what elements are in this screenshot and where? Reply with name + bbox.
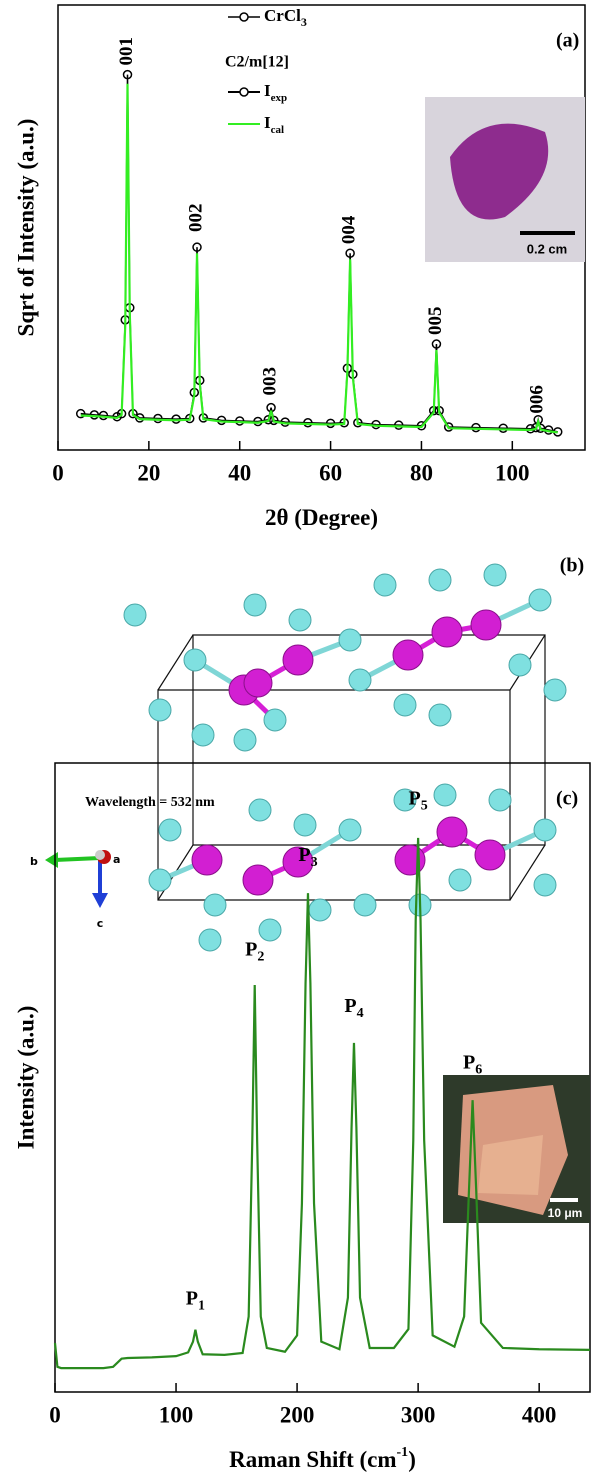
data-point xyxy=(122,69,133,80)
legend-entry: Iexp xyxy=(264,81,287,104)
peak-label-sub: 2 xyxy=(257,949,264,964)
peak-label-text: P xyxy=(463,1051,475,1073)
peak-label: P5 xyxy=(409,787,428,814)
peak-label-sub: 1 xyxy=(198,1299,205,1314)
unit-cell-edge xyxy=(509,844,546,901)
peak-label-text: P xyxy=(298,844,310,866)
data-point xyxy=(416,421,427,431)
x-tick-label: 100 xyxy=(159,1402,194,1427)
scale-bar-label: 10 μm xyxy=(548,1206,583,1220)
legend-title-sub: 3 xyxy=(301,15,307,29)
series-line xyxy=(80,83,558,434)
panel-label: (a) xyxy=(556,30,579,52)
annotation-note: Wavelength = 532 nm xyxy=(85,795,215,810)
axis-label: b xyxy=(30,855,38,868)
x-tick-label: 20 xyxy=(137,460,160,485)
legend-entry-text: I xyxy=(264,81,271,100)
x-axis-title: Raman Shift (cm-1) xyxy=(229,1445,416,1472)
legend-subtitle: C2/m[12] xyxy=(225,54,289,71)
peak-label: P3 xyxy=(298,844,317,871)
x-tick-label: 60 xyxy=(319,460,342,485)
data-point xyxy=(303,418,313,428)
y-axis-title: Intensity (a.u.) xyxy=(13,1006,38,1150)
peak-label-sub: 5 xyxy=(421,799,428,814)
chart-panel: 0 100 200 300 400 Raman Shift (cm-1) Intensity… xyxy=(13,762,591,1472)
x-tick-label: 0 xyxy=(49,1402,61,1427)
x-axis-title-end: ) xyxy=(408,1447,416,1472)
x-axis-title-sup: -1 xyxy=(397,1445,409,1460)
peak-label-sub: 6 xyxy=(475,1063,482,1078)
x-axis-title-text: Raman Shift (cm xyxy=(229,1447,396,1472)
data-point xyxy=(471,422,481,433)
x-tick-label: 100 xyxy=(495,460,530,485)
peak-label-text: P xyxy=(409,787,421,809)
panel-label: (c) xyxy=(556,788,578,810)
data-point xyxy=(498,423,508,433)
x-tick-label: 0 xyxy=(52,460,64,485)
peak-label: 002 xyxy=(185,204,206,233)
peak-label: P4 xyxy=(344,994,363,1021)
legend-title: CrCl3 xyxy=(264,6,307,29)
legend-symbol xyxy=(239,12,249,22)
legend-entry-text: I xyxy=(264,113,271,132)
cr-atoms xyxy=(191,609,506,896)
data-point xyxy=(75,408,86,419)
legend-symbol xyxy=(239,87,249,97)
x-tick-label: 200 xyxy=(280,1402,315,1427)
data-point xyxy=(443,422,454,432)
data-point xyxy=(345,248,355,258)
peak-label-sub: 3 xyxy=(311,855,318,870)
peak-label-sub: 4 xyxy=(357,1006,364,1021)
series-line xyxy=(53,837,591,1370)
chart-panel: 0 20 40 60 80 100 2θ (Degree) Sqrt of Intensity… xyxy=(13,4,586,530)
data-point xyxy=(269,415,279,426)
crystal-structure: b a c (b) xyxy=(30,555,584,952)
peak-label: 001 xyxy=(116,37,137,66)
y-axis-title: Sqrt of Intensity (a.u.) xyxy=(13,119,38,337)
legend-entry-sub: cal xyxy=(271,124,284,136)
unit-cell-edge xyxy=(157,634,194,691)
x-tick-label: 300 xyxy=(401,1402,436,1427)
inset-flake xyxy=(478,1135,543,1195)
panel-label: (b) xyxy=(560,555,584,577)
peak-label: P6 xyxy=(463,1051,482,1078)
data-point xyxy=(393,420,404,430)
legend-title-text: CrCl xyxy=(264,6,301,25)
axis-label: c xyxy=(97,917,104,930)
x-tick-label: 80 xyxy=(410,460,433,485)
peak-label: P2 xyxy=(245,938,264,965)
data-point xyxy=(431,339,442,349)
peak-label-text: P xyxy=(344,994,356,1016)
legend-entry-sub: exp xyxy=(271,92,288,104)
peak-label: P1 xyxy=(186,1287,205,1314)
inset-crystal xyxy=(450,123,549,220)
axis-label: a xyxy=(113,853,120,866)
peak-label: 003 xyxy=(259,367,280,396)
x-axis-title-text: 2θ (Degree) xyxy=(265,505,378,530)
peak-label: 005 xyxy=(425,306,446,335)
peak-label-text: P xyxy=(186,1287,198,1309)
peak-label-text: P xyxy=(245,938,257,960)
peak-label: 004 xyxy=(338,215,359,244)
data-point xyxy=(192,242,202,252)
scale-bar-label: 0.2 cm xyxy=(527,241,567,256)
legend-entry: Ical xyxy=(264,113,284,136)
x-axis-title: 2θ (Degree) xyxy=(265,505,378,530)
peak-label: 006 xyxy=(527,385,548,414)
x-tick-label: 400 xyxy=(522,1402,557,1427)
x-tick-label: 40 xyxy=(228,460,251,485)
